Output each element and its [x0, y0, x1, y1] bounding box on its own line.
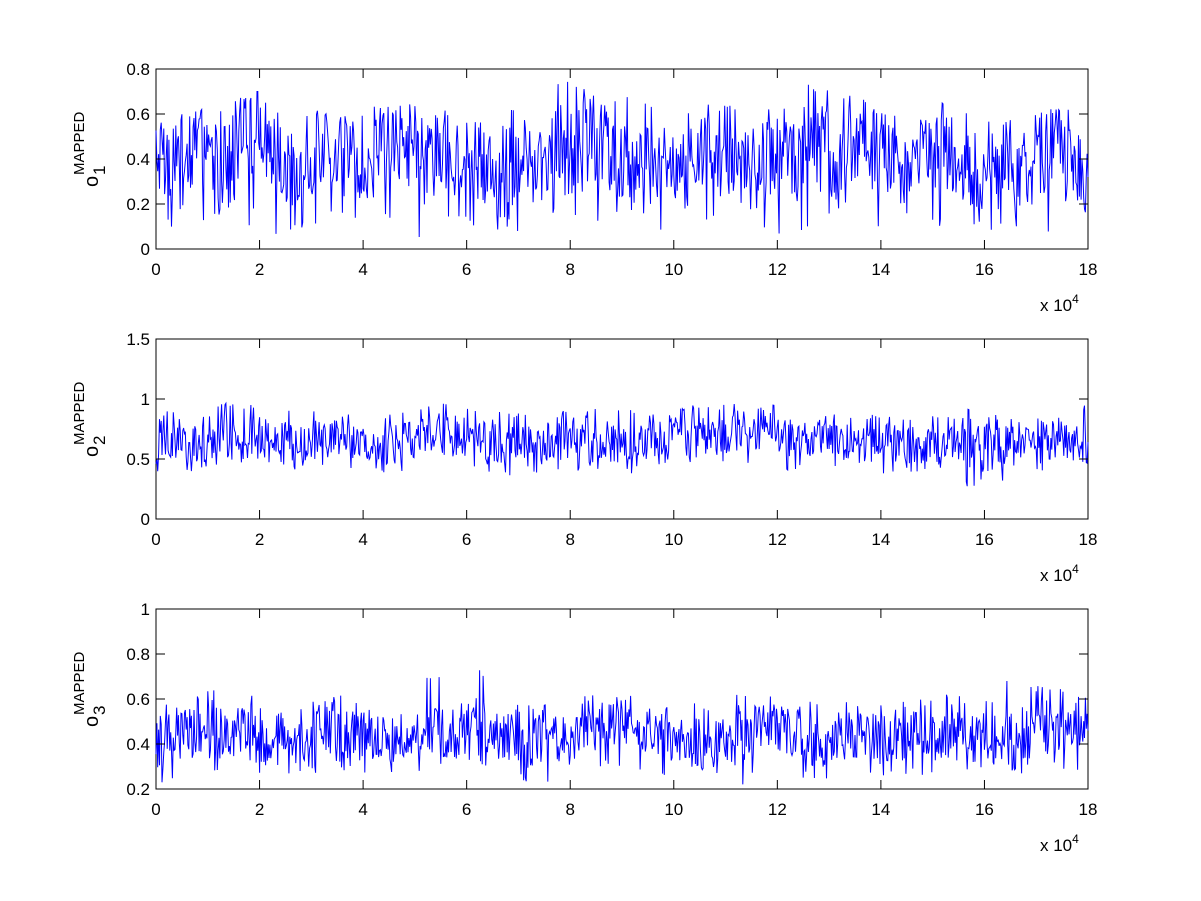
- x-multiplier-exp: 4: [1072, 562, 1079, 576]
- y-tick-label: 0.2: [126, 195, 150, 214]
- y-label-sub: 3: [90, 706, 109, 715]
- x-tick-label: 10: [664, 530, 683, 549]
- y-tick-label: 0: [141, 240, 150, 259]
- y-tick-label: 1: [141, 390, 150, 409]
- x-tick-label: 12: [768, 530, 787, 549]
- x-tick-label: 12: [768, 260, 787, 279]
- x-tick-label: 14: [871, 800, 890, 819]
- y-label-sup: MAPPED: [71, 111, 88, 175]
- x-multiplier-text: x 10: [1040, 566, 1072, 585]
- y-tick-label: 0.5: [126, 450, 150, 469]
- y-tick-label: 1: [141, 600, 150, 619]
- x-tick-label: 16: [975, 530, 994, 549]
- series-line: [155, 401, 1089, 487]
- y-label-base: o: [81, 446, 103, 457]
- y-tick-label: 1.5: [126, 330, 150, 349]
- y-label-base: o: [81, 716, 103, 727]
- x-tick-label: 18: [1079, 260, 1098, 279]
- y-tick-label: 0.2: [126, 780, 150, 799]
- y-tick-label: 0.8: [126, 645, 150, 664]
- x-tick-label: 4: [358, 800, 367, 819]
- x-multiplier-exp: 4: [1072, 292, 1079, 306]
- x-tick-label: 12: [768, 800, 787, 819]
- axes-frame: [155, 608, 1089, 790]
- y-tick-label: 0.6: [126, 105, 150, 124]
- x-tick-label: 8: [565, 260, 574, 279]
- x-tick-label: 4: [358, 260, 367, 279]
- x-multiplier: x 104: [1040, 562, 1079, 585]
- x-tick-label: 16: [975, 260, 994, 279]
- series-line: [155, 81, 1089, 238]
- x-tick-label: 18: [1079, 800, 1098, 819]
- y-tick-label: 0.6: [126, 690, 150, 709]
- y-label-sub: 1: [90, 166, 109, 175]
- x-tick-label: 16: [975, 800, 994, 819]
- x-multiplier-text: x 10: [1040, 836, 1072, 855]
- x-tick-label: 6: [462, 260, 471, 279]
- x-tick-label: 18: [1079, 530, 1098, 549]
- x-tick-label: 2: [255, 800, 264, 819]
- x-tick-label: 0: [151, 800, 160, 819]
- x-tick-label: 0: [151, 260, 160, 279]
- y-label-sup: MAPPED: [71, 381, 88, 445]
- x-tick-label: 14: [871, 260, 890, 279]
- x-tick-label: 8: [565, 530, 574, 549]
- x-tick-label: 4: [358, 530, 367, 549]
- subplot-3: 0 2 4 6 8 10 12 14 16 180.20.40.60.81x 104o3MAPPE…: [71, 600, 1097, 855]
- y-tick-label: 0.4: [126, 150, 150, 169]
- x-multiplier: x 104: [1040, 292, 1079, 315]
- x-multiplier: x 104: [1040, 832, 1079, 855]
- y-tick-label: 0.8: [126, 60, 150, 79]
- y-tick-label: 0: [141, 510, 150, 529]
- x-tick-label: 2: [255, 260, 264, 279]
- x-tick-label: 8: [565, 800, 574, 819]
- y-label-sub: 2: [90, 436, 109, 445]
- x-tick-label: 0: [151, 530, 160, 549]
- x-tick-label: 6: [462, 530, 471, 549]
- y-label-sup: MAPPED: [71, 651, 88, 715]
- x-tick-label: 2: [255, 530, 264, 549]
- x-multiplier-exp: 4: [1072, 832, 1079, 846]
- y-tick-label: 0.4: [126, 735, 150, 754]
- x-multiplier-text: x 10: [1040, 296, 1072, 315]
- x-tick-label: 14: [871, 530, 890, 549]
- y-label-base: o: [81, 176, 103, 187]
- series-line: [155, 670, 1089, 785]
- x-tick-label: 10: [664, 260, 683, 279]
- x-tick-label: 10: [664, 800, 683, 819]
- x-tick-label: 6: [462, 800, 471, 819]
